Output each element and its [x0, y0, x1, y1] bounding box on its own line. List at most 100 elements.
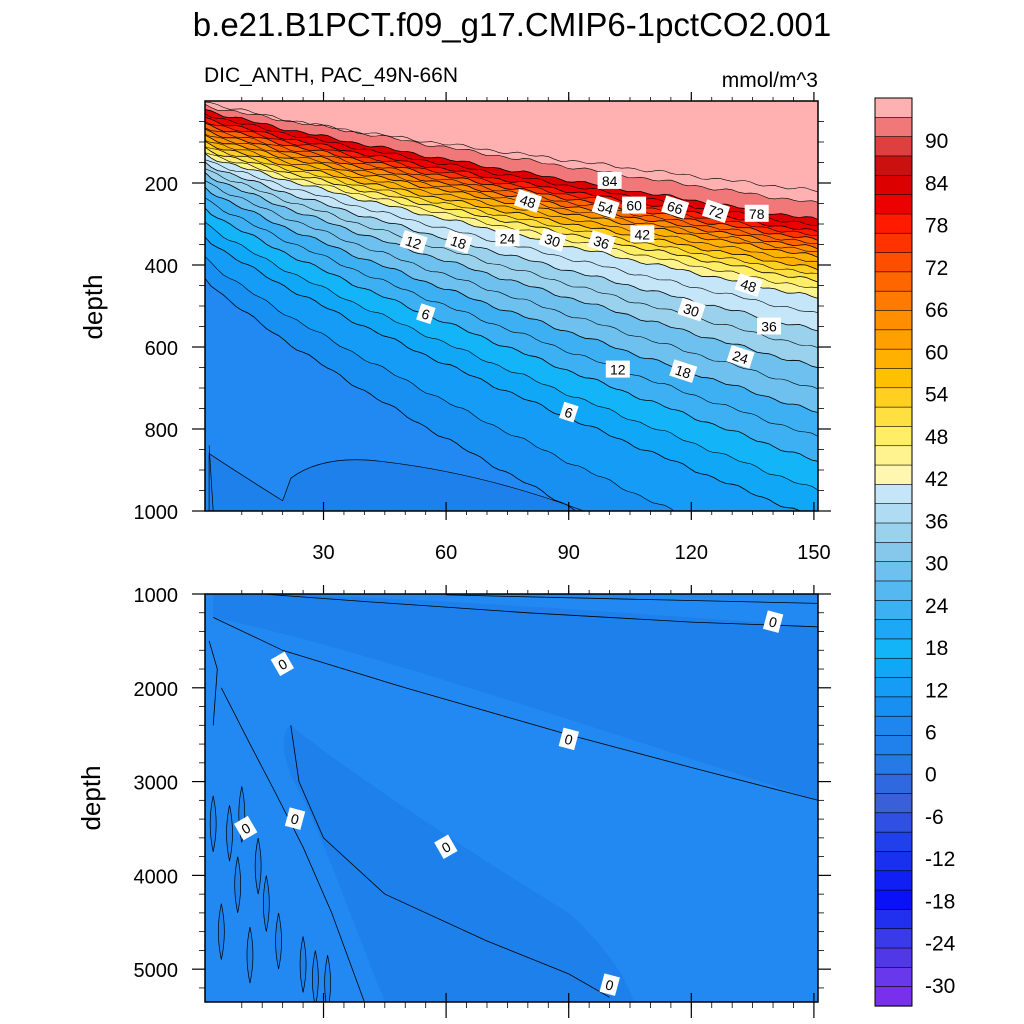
upper-contour-label: 48 — [513, 189, 542, 213]
colorbar-swatch — [874, 870, 913, 891]
upper-contour-label: 12 — [605, 360, 630, 378]
upper-contour-label: 12 — [399, 230, 428, 254]
colorbar-label: 48 — [925, 426, 948, 449]
colorbar-frame — [874, 97, 913, 1007]
colorbar-swatch — [874, 97, 913, 118]
colorbar-swatch — [874, 387, 913, 408]
colorbar-swatch — [874, 561, 913, 582]
colorbar-label: 84 — [925, 173, 949, 196]
colorbar-label: -6 — [925, 806, 944, 829]
upper-contour-line — [205, 168, 818, 348]
lower-contour-label-text: 0 — [767, 613, 779, 631]
upper-contour-line — [205, 221, 818, 491]
upper-xtick-label: 150 — [797, 542, 830, 564]
upper-contour-line — [205, 133, 818, 252]
colorbar-swatch — [874, 290, 913, 312]
lower-contour-lens — [234, 856, 242, 913]
colorbar: 908478726660544842363024181260-6-12-18-2… — [874, 97, 956, 1007]
colorbar-swatch — [874, 542, 913, 563]
upper-ylabel: depth — [78, 274, 108, 339]
lower-ytick-label: 1000 — [134, 585, 179, 607]
upper-contour-label: 72 — [701, 199, 730, 224]
lower-contour-lens — [209, 795, 217, 852]
colorbar-label: 12 — [925, 679, 948, 702]
lower-contour-lens — [262, 875, 270, 932]
upper-contour-line — [205, 278, 577, 511]
upper-contour-line — [205, 140, 818, 262]
colorbar-label: 60 — [925, 341, 948, 364]
colorbar-label: 30 — [925, 553, 948, 576]
lower-region — [283, 725, 635, 1002]
upper-contour-label-text: 18 — [449, 232, 469, 252]
upper-contour-label: 6 — [559, 401, 579, 423]
colorbar-swatch — [874, 522, 913, 543]
upper-contour-label-text: 30 — [681, 300, 701, 320]
colorbar-swatch — [874, 851, 913, 872]
colorbar-swatch — [874, 155, 913, 176]
colorbar-swatch — [874, 580, 913, 601]
colorbar-swatch — [874, 117, 913, 138]
upper-contour-line — [205, 122, 818, 241]
lower-contour-lens — [226, 805, 233, 862]
colorbar-swatch — [874, 271, 913, 292]
upper-contour-lines — [205, 101, 818, 511]
colorbar-swatch — [874, 696, 913, 717]
upper-contour-label: 78 — [744, 204, 769, 222]
lower-contour-lens — [217, 903, 225, 960]
upper-contour-label-text: 66 — [665, 198, 685, 218]
upper-contour-label: 66 — [661, 195, 690, 219]
lower-contour-line — [446, 594, 818, 604]
upper-contour-line — [205, 101, 818, 203]
upper-contour-label: 30 — [677, 297, 706, 322]
upper-contour-label-text: 24 — [500, 230, 516, 246]
upper-contour-label-text: 36 — [761, 319, 777, 335]
upper-contour-line — [205, 146, 818, 274]
colorbar-swatch — [874, 657, 913, 679]
lower-contour-fill — [205, 594, 818, 1002]
upper-contour-label: 60 — [622, 196, 647, 214]
lower-contour-lens — [299, 936, 307, 993]
lower-ytick-label: 3000 — [134, 773, 179, 795]
lower-contour-label: 0 — [233, 815, 258, 841]
upper-contour-label-text: 30 — [543, 230, 563, 250]
colorbar-swatch — [874, 406, 913, 428]
colorbar-label: 54 — [925, 384, 949, 407]
upper-contour-line — [205, 207, 818, 462]
upper-xtick-label: 60 — [435, 542, 457, 564]
upper-contour-line — [205, 128, 818, 250]
colorbar-swatch — [874, 599, 913, 621]
lower-contour-lens — [275, 912, 282, 970]
upper-contour-label: 30 — [538, 228, 567, 252]
lower-contour-line — [213, 617, 818, 801]
upper-contour-label: 48 — [734, 273, 763, 297]
colorbar-swatch — [874, 503, 913, 524]
lower-contour-label-text: 0 — [604, 976, 616, 994]
upper-subtitle-right: mmol/m^3 — [722, 69, 818, 92]
colorbar-swatch — [874, 812, 913, 833]
colorbar-swatch — [874, 735, 913, 756]
upper-contour-label-text: 12 — [404, 232, 424, 252]
upper-ytick-label: 400 — [145, 256, 178, 278]
colorbar-swatch — [874, 329, 913, 350]
colorbar-swatch — [874, 638, 913, 659]
upper-contour-label-text: 78 — [749, 206, 765, 222]
lower-plot-frame — [204, 593, 819, 1003]
upper-xtick-label: 120 — [675, 542, 708, 564]
upper-contour-line — [205, 186, 818, 413]
upper-contour-line — [205, 140, 818, 271]
colorbar-label: 42 — [925, 468, 948, 491]
upper-contour-line — [205, 197, 818, 437]
colorbar-label: 36 — [925, 510, 948, 533]
upper-deep-region — [208, 452, 585, 511]
upper-contour-label: 24 — [495, 229, 520, 247]
colorbar-label: -12 — [925, 848, 955, 871]
figure-title: b.e21.B1PCT.f09_g17.CMIP6-1pctCO2.001 — [193, 6, 831, 43]
upper-contour-line — [205, 172, 818, 369]
colorbar-swatch — [874, 213, 913, 234]
upper-contour-line — [205, 161, 818, 332]
upper-contour-label-text: 72 — [706, 202, 726, 222]
lower-contour-label: 0 — [434, 834, 458, 859]
upper-ytick-label: 1000 — [134, 502, 179, 524]
colorbar-swatch — [874, 909, 913, 930]
